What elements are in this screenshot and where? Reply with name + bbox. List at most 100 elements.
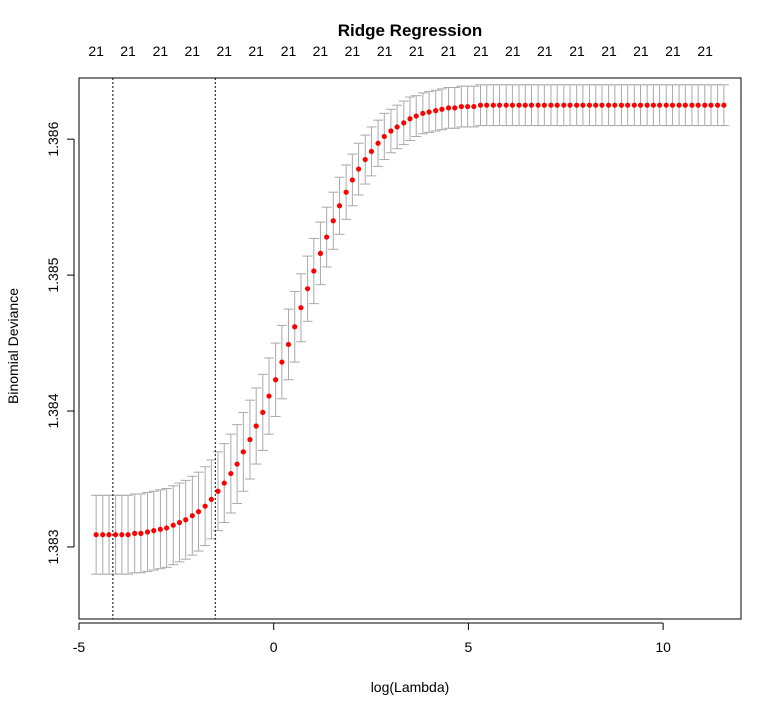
data-point	[715, 102, 721, 108]
x-axis-label: log(Lambda)	[371, 679, 450, 695]
data-point	[381, 133, 387, 140]
data-point	[413, 113, 419, 119]
top-axis-label: 21	[153, 43, 169, 59]
data-point	[253, 423, 259, 429]
data-point	[195, 509, 202, 515]
top-axis-label: 21	[409, 43, 425, 59]
top-axis-label: 21	[665, 43, 681, 59]
data-point	[708, 102, 714, 108]
data-point	[240, 449, 246, 455]
data-point	[388, 128, 394, 134]
data-point	[650, 102, 656, 108]
top-axis-label: 21	[185, 43, 201, 59]
x-tick-label: 0	[270, 639, 278, 655]
top-axis-label: 21	[569, 43, 585, 59]
data-point	[208, 496, 214, 502]
data-point	[221, 480, 227, 486]
data-point	[528, 102, 535, 108]
data-point	[113, 532, 119, 538]
data-point	[132, 530, 138, 536]
data-point	[343, 189, 349, 195]
x-tick-label: -5	[73, 639, 86, 655]
data-point	[554, 102, 560, 108]
x-tick-label: 5	[465, 639, 473, 655]
data-point	[420, 110, 426, 116]
top-axis-label: 21	[473, 43, 489, 59]
top-axis-label: 21	[313, 43, 329, 59]
data-point	[292, 324, 298, 330]
data-point	[273, 377, 279, 383]
top-axis-label: 21	[633, 43, 649, 59]
data-point	[144, 529, 151, 535]
data-point	[503, 102, 509, 108]
data-point	[247, 436, 253, 443]
data-point	[151, 528, 157, 534]
data-point	[625, 102, 631, 108]
data-point	[234, 461, 240, 467]
data-point	[183, 517, 189, 523]
data-point	[445, 105, 452, 111]
data-point	[298, 305, 304, 311]
data-point	[164, 525, 170, 531]
data-point	[375, 140, 381, 146]
data-point	[266, 393, 272, 399]
data-point	[452, 105, 458, 111]
data-point	[157, 526, 163, 532]
x-tick-label: 10	[655, 639, 671, 655]
data-point	[465, 103, 471, 110]
data-point	[458, 103, 465, 110]
data-point	[721, 102, 727, 108]
data-point	[125, 532, 131, 538]
data-point	[509, 102, 516, 108]
data-point	[317, 250, 324, 256]
data-point	[548, 102, 554, 108]
y-tick-label: 1.383	[45, 529, 61, 564]
data-point	[285, 341, 292, 348]
top-axis-label: 21	[88, 43, 104, 59]
data-point	[516, 102, 522, 108]
data-point	[522, 102, 528, 108]
data-point	[631, 102, 637, 108]
top-axis-label: 21	[505, 43, 521, 59]
data-point	[599, 102, 605, 108]
data-point	[618, 102, 625, 108]
top-axis-label: 21	[601, 43, 617, 59]
data-point	[260, 409, 266, 415]
data-point	[119, 532, 125, 538]
errorbar-group	[91, 84, 729, 575]
x-axis: -5 0 5 10	[73, 622, 671, 655]
data-point	[561, 102, 567, 108]
data-point	[586, 102, 593, 108]
data-point	[477, 102, 484, 108]
top-axis-label: 21	[697, 43, 713, 59]
data-point	[349, 177, 355, 183]
data-point	[669, 102, 676, 108]
data-point	[567, 102, 573, 108]
data-point	[541, 102, 547, 108]
plot-frame	[78, 77, 742, 620]
data-point	[663, 102, 669, 108]
point-group	[93, 102, 727, 538]
data-point	[676, 102, 682, 108]
data-point	[362, 156, 368, 163]
y-axis: 1.383 1.384 1.385 1.386	[45, 121, 75, 564]
data-point	[593, 102, 599, 108]
data-point	[324, 234, 330, 240]
data-point	[100, 532, 106, 538]
data-point	[471, 103, 477, 110]
data-point	[401, 120, 407, 126]
top-axis-label: 21	[281, 43, 297, 59]
data-point	[93, 532, 99, 538]
data-point	[606, 102, 612, 108]
top-axis-label: 21	[377, 43, 393, 59]
y-tick-label: 1.384	[45, 393, 61, 428]
top-axis: 21 21 21 21 21 21 21 21 21 21 21 21 21 21 21 21 21 21 21 21	[88, 43, 713, 59]
data-point	[657, 102, 663, 108]
data-point	[682, 102, 688, 108]
data-point	[637, 102, 644, 108]
data-point	[311, 268, 317, 274]
chart-title: Ridge Regression	[338, 21, 483, 40]
data-point	[407, 116, 413, 122]
